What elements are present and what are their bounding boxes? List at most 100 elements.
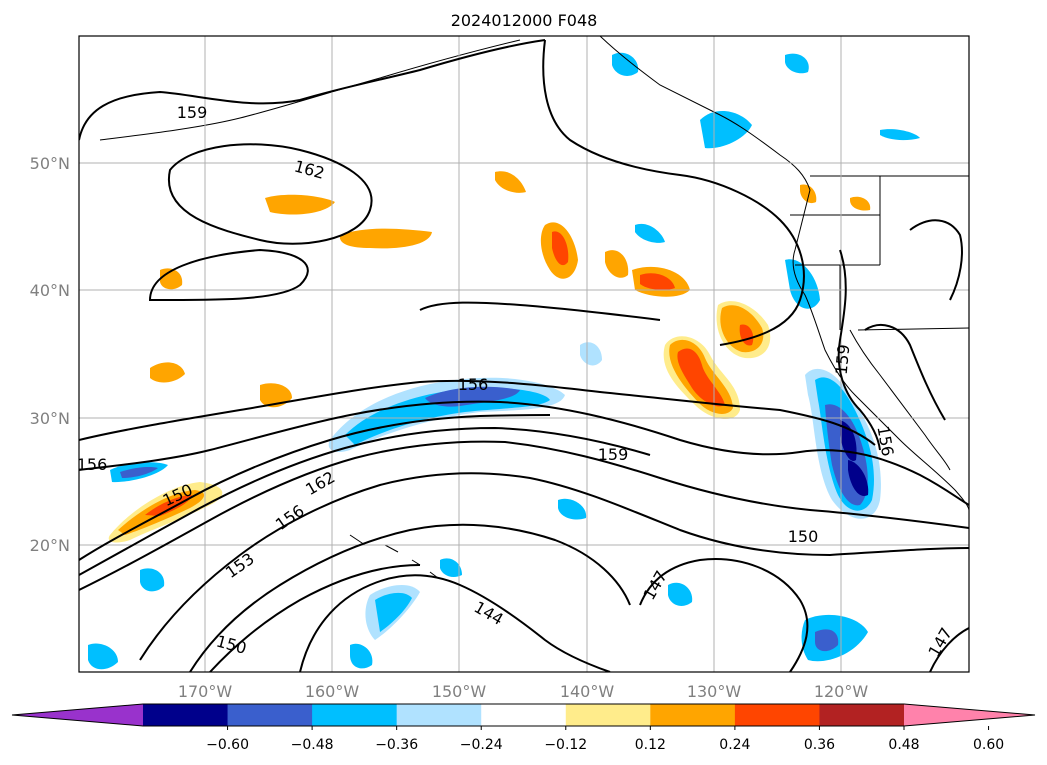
shade-patch [145, 495, 192, 516]
colorbar-cell [565, 704, 651, 726]
shade-patch [800, 184, 817, 204]
colorbar-cell [312, 704, 398, 726]
colorbar-extend-high [904, 704, 1035, 726]
contour-label: 159 [598, 445, 629, 464]
shade-patch [150, 362, 185, 383]
coastline-baja [849, 329, 951, 471]
contour-line [167, 143, 373, 245]
contour-label: 156 [458, 375, 489, 394]
colorbar-extend-low [12, 704, 143, 726]
contour-line [148, 248, 309, 302]
contour-line [909, 219, 963, 301]
colorbar-cell [227, 704, 313, 726]
colorbar-tick-label: −0.60 [206, 737, 249, 753]
contour-line [209, 564, 421, 672]
coastline-hawaii [349, 534, 439, 579]
lat-tick-label: 40°N [30, 281, 70, 300]
shade-patch [668, 582, 693, 606]
gridlines [79, 36, 969, 672]
shade-patch [840, 420, 857, 461]
shade-patch [495, 171, 526, 193]
shade-patch [612, 52, 639, 76]
shade-patch [700, 110, 752, 149]
contour-line [79, 414, 551, 561]
shade-patch [635, 223, 665, 243]
shade-patch [140, 568, 165, 592]
lat-tick-label: 30°N [30, 409, 70, 428]
lon-tick-label: 130°W [687, 682, 742, 701]
colorbar-tick-label: 0.24 [719, 737, 750, 753]
contour-line [79, 39, 546, 141]
shade-patch [580, 342, 602, 366]
contour-line [837, 249, 881, 451]
colorbar-ticks: −0.60 −0.48 −0.36 −0.24 −0.12 0.12 0.24 0.36 0.4… [206, 726, 1004, 753]
coastline-alaska [599, 36, 811, 191]
contour-line [542, 39, 805, 346]
colorbar-tick-label: 0.12 [635, 737, 666, 753]
contour-label: 156 [77, 455, 108, 474]
contour-line [864, 324, 946, 421]
colorbar-tick-label: −0.36 [375, 737, 418, 753]
contour-label: 159 [832, 343, 854, 375]
lon-tick-label: 160°W [305, 682, 360, 701]
coastline-aleutians [99, 39, 521, 141]
shade-patch [850, 196, 871, 211]
colorbar-cell [734, 704, 820, 726]
shade-patch [605, 250, 629, 278]
colorbar-tick-label: −0.24 [460, 737, 503, 753]
state-borders [790, 176, 881, 330]
shade-patch [552, 231, 569, 266]
border-us-mexico [857, 327, 969, 331]
lon-tick-label: 170°W [178, 682, 233, 701]
shade-patch [120, 467, 158, 478]
shade-patch [815, 629, 839, 652]
colorbar-cell [481, 704, 567, 726]
contour-line [79, 440, 969, 591]
longitude-ticks: 170°W 160°W 150°W 140°W 130°W 120°W [178, 682, 869, 701]
shade-patch [350, 643, 373, 669]
shade-patch [848, 460, 869, 496]
colorbar: −0.60 −0.48 −0.36 −0.24 −0.12 0.12 0.24 0.36 0.4… [11, 703, 1036, 753]
contour-line [79, 379, 876, 446]
shade-patch [260, 383, 292, 408]
contour-line [139, 472, 969, 661]
colorbar-outline [11, 703, 1036, 727]
colorbar-cells [11, 703, 1036, 727]
contour-line [79, 400, 969, 506]
lon-tick-label: 150°W [432, 682, 487, 701]
colorbar-cell [650, 704, 736, 726]
colorbar-tick-label: −0.12 [544, 737, 587, 753]
contour-line [639, 558, 809, 672]
shade-patch [88, 643, 118, 670]
colorbar-cell [143, 704, 229, 726]
colorbar-tick-label: 0.60 [973, 737, 1004, 753]
shade-patch [558, 498, 587, 520]
shade-patch [339, 228, 432, 249]
shade-patch [640, 273, 675, 291]
lon-tick-label: 140°W [560, 682, 615, 701]
map-area: 159 162 156 159 150 162 156 153 150 144 … [77, 36, 969, 672]
shade-patch [265, 194, 335, 215]
contour-line [79, 426, 651, 576]
colorbar-tick-label: 0.48 [888, 737, 919, 753]
contour-label: 150 [788, 527, 819, 546]
contour-label: 159 [177, 103, 208, 122]
height-contours [79, 39, 969, 672]
shade-patch [375, 592, 412, 632]
lat-tick-label: 50°N [30, 154, 70, 173]
contour-line [189, 523, 631, 672]
latitude-ticks: 20°N 30°N 40°N 50°N [30, 154, 70, 555]
shade-patch [880, 129, 920, 141]
lat-tick-label: 20°N [30, 536, 70, 555]
colorbar-tick-label: −0.48 [291, 737, 334, 753]
contour-line [929, 627, 969, 672]
shade-patch [785, 53, 809, 74]
contour-line [419, 301, 661, 321]
map-title: 2024012000 F048 [451, 11, 598, 30]
colorbar-tick-label: 0.36 [804, 737, 835, 753]
colorbar-cell [396, 704, 482, 726]
contour-line [299, 574, 611, 672]
shade-patch [440, 558, 462, 578]
shade-patch [677, 348, 725, 407]
